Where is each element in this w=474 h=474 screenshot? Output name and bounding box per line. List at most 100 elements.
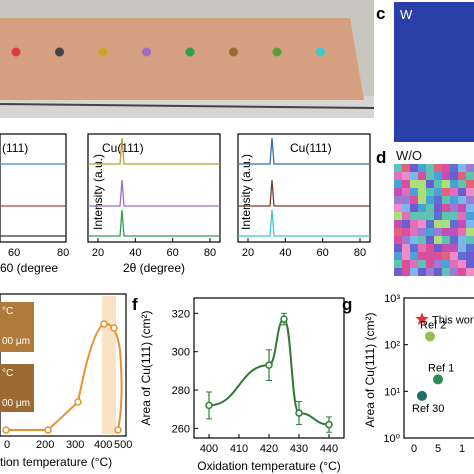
panel-e-xlabel: tion temperature (°C) [0,455,112,469]
grain [442,260,450,268]
panel-g-yticks: 10⁰ 10¹ 10² 10³ [383,293,408,445]
grain [418,188,426,196]
panel-f-xtick-label: 440 [320,443,338,455]
grain [410,172,418,180]
sample-dot [185,47,195,57]
xrd-trace [88,137,220,165]
grain [450,268,458,276]
copper-foil [0,18,364,100]
panel-f-points [205,312,333,433]
grain [402,188,410,196]
panel-e-tick: 200 [36,439,54,451]
panel-e-point [100,320,108,328]
xrd-frame-1 [0,133,67,243]
grain [410,196,418,204]
grain [466,268,474,276]
xrd-xlabel-2: 2θ (degree) [123,261,185,275]
grain [434,212,442,220]
panel-f-ytick-label: 280 [172,385,190,397]
xrd-ylabel-3: Intensity (a.u.) [239,154,253,230]
panel-f-ylabel: Area of Cu(111) (cm²) [139,311,153,426]
grain [466,236,474,244]
grain [418,228,426,236]
grain [434,172,442,180]
panel-f-xtick-label: 430 [290,443,308,455]
grain [402,212,410,220]
grain [442,164,450,172]
panel-f-ytick-label: 320 [172,308,190,320]
grain [402,180,410,188]
grain [434,164,442,172]
grain [442,236,450,244]
grain [458,180,466,188]
grain [450,212,458,220]
grain [450,196,458,204]
grain [466,260,474,268]
grain [434,228,442,236]
grain [410,268,418,276]
panel-g-ylabel: Area of Cu(111) (cm²) [363,313,377,428]
panel-f-xtick-label: 400 [200,443,218,455]
grain [394,172,402,180]
grain [434,180,442,188]
grain [410,212,418,220]
panel-f-xlabel: Oxidation temperature (°C) [197,459,341,473]
panel-e-tick: 500 [114,439,132,451]
grain [426,212,434,220]
grain [442,252,450,260]
grain [458,204,466,212]
grain [434,188,442,196]
grain [402,252,410,260]
grain [418,268,426,276]
grain [442,228,450,236]
panel-letter-g: g [342,295,352,314]
panel-letter-c: c [376,4,386,23]
grain [410,180,418,188]
panel-d: d W/O [370,146,474,276]
inset-label-1: °C [2,306,13,317]
grain [450,252,458,260]
panel-g-frame [403,297,474,439]
grain [434,204,442,212]
grain [426,252,434,260]
grain [450,180,458,188]
grain [434,260,442,268]
grain [418,220,426,228]
panel-f-point [205,401,213,410]
sample-dot [142,47,151,57]
xrd-ylabel-2: Intensity (a.u.) [91,154,105,230]
grain [394,268,402,276]
grain [434,268,442,276]
panel-e-point [44,426,52,434]
grain [442,244,450,252]
grain [426,180,434,188]
grain [394,244,402,252]
xrd-tick-1-80: 80 [57,247,69,259]
grain [450,228,458,236]
xrd-trace [88,209,220,237]
grain [426,268,434,276]
grain [442,220,450,228]
grain [402,204,410,212]
grain [426,228,434,236]
grain [410,244,418,252]
xrd-traces-2 [88,137,220,237]
grain [402,196,410,204]
grain [442,172,450,180]
xrd-tick-label: 80 [204,247,216,259]
grain [402,268,410,276]
grain [458,220,466,228]
panel-f-xticks: 400 410 420 430 440 [200,434,338,455]
xrd-tick-label: 20 [242,247,254,259]
grain [466,220,474,228]
grain [458,236,466,244]
grain [450,260,458,268]
grain [410,220,418,228]
grain [466,196,474,204]
grain [394,188,402,196]
grain [402,164,410,172]
grain [402,220,410,228]
grain [402,228,410,236]
sample-dot [11,47,21,57]
xrd-ticks-2: 20 40 60 80 [92,238,216,259]
